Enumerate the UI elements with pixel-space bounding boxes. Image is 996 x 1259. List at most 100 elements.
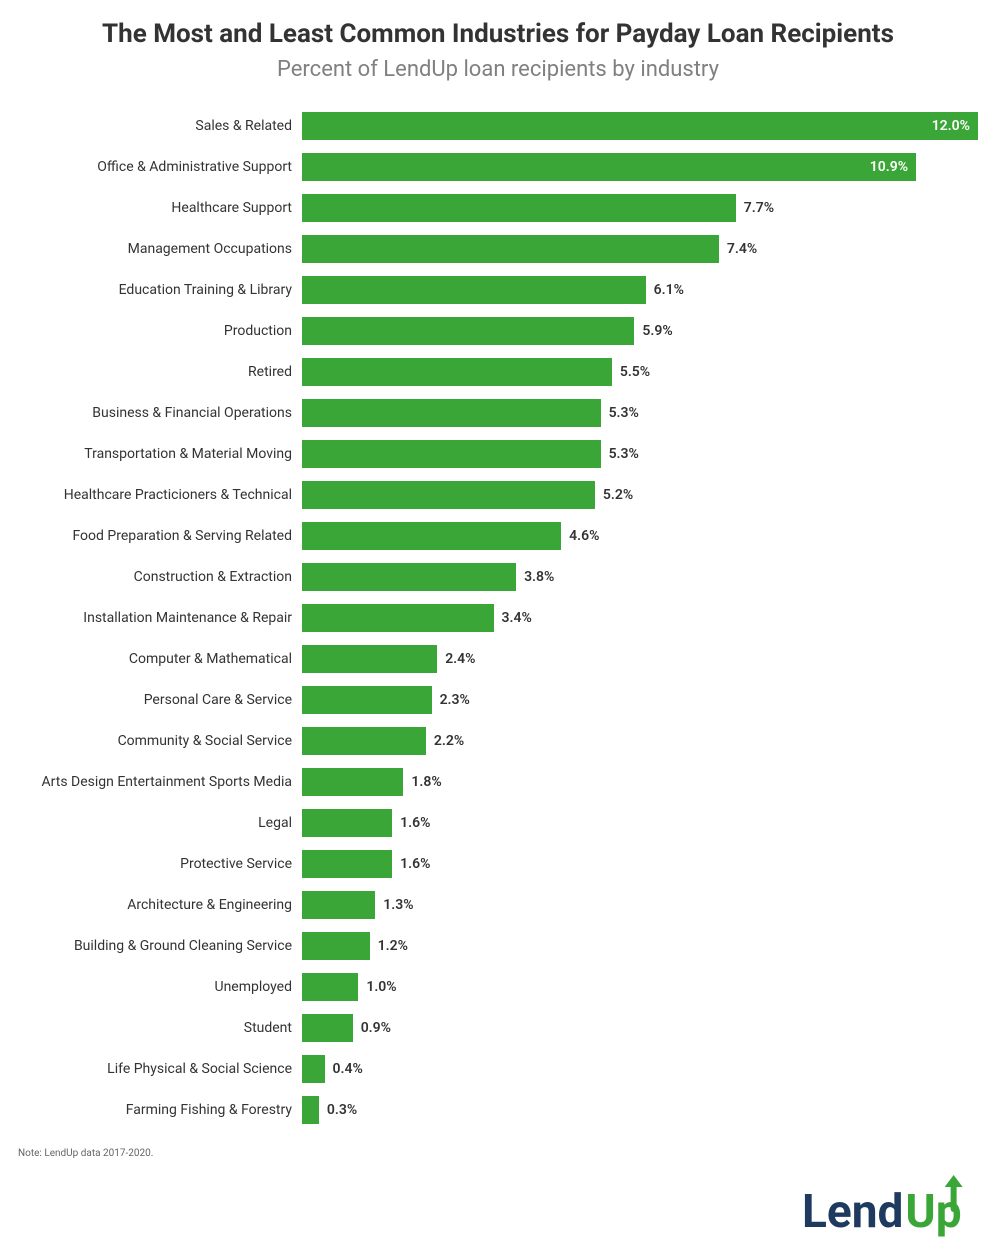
category-label: Production: [18, 323, 302, 339]
bar: [302, 522, 561, 550]
category-label: Food Preparation & Serving Related: [18, 528, 302, 544]
bar-track: 2.4%: [302, 645, 978, 673]
bar-track: 1.3%: [302, 891, 978, 919]
value-label: 1.6%: [392, 856, 430, 872]
category-label: Healthcare Support: [18, 200, 302, 216]
category-label: Business & Financial Operations: [18, 405, 302, 421]
category-label: Architecture & Engineering: [18, 897, 302, 913]
bar-track: 5.5%: [302, 358, 978, 386]
value-label: 1.3%: [375, 897, 413, 913]
value-label: 5.9%: [634, 323, 672, 339]
category-label: Office & Administrative Support: [18, 159, 302, 175]
bar: [302, 891, 375, 919]
chart-row: Unemployed 1.0%: [18, 973, 978, 1001]
bar-track: 3.4%: [302, 604, 978, 632]
bar-track: 5.3%: [302, 440, 978, 468]
bar: [302, 440, 601, 468]
bar-track: 0.3%: [302, 1096, 978, 1124]
chart-row: Community & Social Service 2.2%: [18, 727, 978, 755]
category-label: Legal: [18, 815, 302, 831]
bar: [302, 768, 403, 796]
value-label: 5.2%: [595, 487, 633, 503]
chart-row: Architecture & Engineering 1.3%: [18, 891, 978, 919]
category-label: Transportation & Material Moving: [18, 446, 302, 462]
chart-row: Building & Ground Cleaning Service1.2%: [18, 932, 978, 960]
value-label: 2.3%: [432, 692, 470, 708]
chart-row: Healthcare Support 7.7%: [18, 194, 978, 222]
value-label: 0.3%: [319, 1102, 357, 1118]
bar: [302, 850, 392, 878]
bar: [302, 235, 719, 263]
industry-bar-chart: Sales & Related12.0% Office & Administrat…: [18, 112, 978, 1124]
bar: [302, 604, 494, 632]
category-label: Farming Fishing & Forestry: [18, 1102, 302, 1118]
bar-track: 1.6%: [302, 850, 978, 878]
chart-row: Legal 1.6%: [18, 809, 978, 837]
bar-track: 3.8%: [302, 563, 978, 591]
value-label: 5.3%: [601, 405, 639, 421]
bar: [302, 399, 601, 427]
bar-track: 2.2%: [302, 727, 978, 755]
chart-row: Business & Financial Operations 5.3%: [18, 399, 978, 427]
category-label: Community & Social Service: [18, 733, 302, 749]
page-title: The Most and Least Common Industries for…: [18, 18, 978, 51]
category-label: Building & Ground Cleaning Service: [18, 938, 302, 954]
category-label: Sales & Related: [18, 118, 302, 134]
chart-row: Retired5.5%: [18, 358, 978, 386]
value-label: 1.6%: [392, 815, 430, 831]
bar-track: 5.3%: [302, 399, 978, 427]
bar: [302, 727, 426, 755]
value-label: 7.7%: [736, 200, 774, 216]
bar-track: 4.6%: [302, 522, 978, 550]
bar-track: 1.6%: [302, 809, 978, 837]
bar: [302, 932, 370, 960]
bar: [302, 973, 358, 1001]
lendup-logo: Lend Up: [18, 1169, 978, 1239]
bar: [302, 1096, 319, 1124]
bar-track: 0.4%: [302, 1055, 978, 1083]
category-label: Education Training & Library: [18, 282, 302, 298]
bar-track: 1.2%: [302, 932, 978, 960]
value-label: 3.4%: [494, 610, 532, 626]
bar: [302, 1055, 325, 1083]
value-label: 5.5%: [612, 364, 650, 380]
category-label: Protective Service: [18, 856, 302, 872]
chart-row: Installation Maintenance & Repair 3.4%: [18, 604, 978, 632]
category-label: Personal Care & Service: [18, 692, 302, 708]
bar: [302, 276, 646, 304]
page: The Most and Least Common Industries for…: [0, 0, 996, 1259]
value-label: 2.2%: [426, 733, 464, 749]
bar-track: 1.0%: [302, 973, 978, 1001]
category-label: Computer & Mathematical: [18, 651, 302, 667]
value-label: 6.1%: [646, 282, 684, 298]
footer-note: Note: LendUp data 2017-2020.: [18, 1148, 978, 1159]
bar-track: 12.0%: [302, 112, 978, 140]
chart-row: Food Preparation & Serving Related4.6%: [18, 522, 978, 550]
chart-row: Personal Care & Service 2.3%: [18, 686, 978, 714]
bar-track: 2.3%: [302, 686, 978, 714]
bar: [302, 112, 978, 140]
bar-track: 7.7%: [302, 194, 978, 222]
value-label: 10.9%: [870, 159, 916, 175]
bar: [302, 686, 432, 714]
bar-track: 7.4%: [302, 235, 978, 263]
chart-row: Student0.9%: [18, 1014, 978, 1042]
bar: [302, 645, 437, 673]
bar-track: 0.9%: [302, 1014, 978, 1042]
chart-row: Transportation & Material Moving 5.3%: [18, 440, 978, 468]
chart-row: Sales & Related12.0%: [18, 112, 978, 140]
category-label: Student: [18, 1020, 302, 1036]
value-label: 0.4%: [325, 1061, 363, 1077]
category-label: Unemployed: [18, 979, 302, 995]
value-label: 5.3%: [601, 446, 639, 462]
bar-track: 5.9%: [302, 317, 978, 345]
value-label: 1.0%: [358, 979, 396, 995]
bar: [302, 194, 736, 222]
category-label: Arts Design Entertainment Sports Media: [18, 774, 302, 790]
bar: [302, 809, 392, 837]
chart-row: Arts Design Entertainment Sports Media1.…: [18, 768, 978, 796]
page-subtitle: Percent of LendUp loan recipients by ind…: [18, 57, 978, 82]
bar: [302, 153, 916, 181]
category-label: Installation Maintenance & Repair: [18, 610, 302, 626]
value-label: 3.8%: [516, 569, 554, 585]
